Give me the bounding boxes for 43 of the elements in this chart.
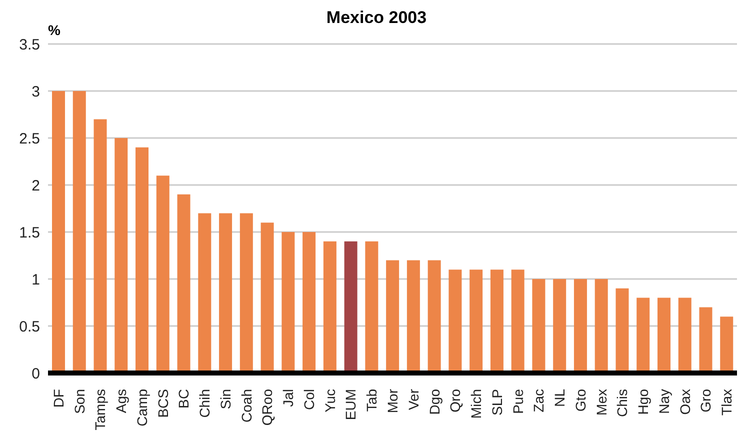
- x-tick-label: Son: [71, 389, 88, 414]
- x-tick-label: Yuc: [322, 389, 338, 412]
- x-tick-label: Mex: [593, 389, 610, 416]
- x-tick-label: Col: [300, 389, 317, 410]
- x-tick-label: Coah: [238, 389, 254, 422]
- chart-title: Mexico 2003: [326, 8, 427, 27]
- x-tick-label: Qro: [447, 388, 464, 412]
- y-tick-label: 3: [32, 83, 40, 100]
- x-tick-label: Gro: [698, 388, 714, 412]
- y-tick-label: 2.5: [19, 130, 40, 148]
- x-tick-label: Jal: [280, 389, 296, 407]
- x-tick-label: Hgo: [635, 388, 652, 415]
- x-tick-label: Chis: [614, 389, 630, 418]
- x-tick-label: Pue: [510, 388, 526, 414]
- y-tick-label: 0.5: [19, 318, 40, 336]
- x-tick-label: Tlax: [718, 389, 735, 416]
- y-tick-label: 1: [32, 271, 40, 288]
- y-tick-label: 3.5: [19, 36, 40, 54]
- x-tick-label: Sin: [217, 389, 234, 410]
- x-tick-label: BCS: [154, 389, 171, 418]
- x-tick-label: Chih: [196, 389, 213, 418]
- x-tick-label: DF: [50, 389, 66, 408]
- x-tick-label: QRoo: [259, 388, 276, 426]
- x-tick-label: Ags: [113, 389, 130, 414]
- x-tick-label: Tab: [364, 388, 380, 412]
- x-tick-label: BC: [176, 389, 192, 408]
- x-tick-label: Zac: [530, 389, 547, 412]
- x-tick-label: Ver: [405, 388, 422, 410]
- x-tick-label: Mor: [384, 388, 400, 414]
- x-tick-label: Dgo: [426, 388, 442, 415]
- x-tick-label: NL: [552, 388, 568, 407]
- x-tick-label: Nay: [656, 389, 672, 414]
- y-axis-title: %: [48, 22, 60, 38]
- y-tick-label: 2: [32, 177, 40, 194]
- x-tick-label: Oax: [676, 389, 693, 415]
- x-tick-label: EUM: [342, 389, 359, 420]
- x-tick-label: SLP: [488, 389, 505, 416]
- x-tick-label: Tamps: [92, 389, 108, 430]
- x-tick-label: Camp: [134, 388, 150, 426]
- x-tick-label: Gto: [572, 388, 588, 412]
- y-tick-label: 0: [32, 365, 40, 382]
- x-tick-label: Mich: [468, 389, 484, 419]
- y-tick-label: 1.5: [19, 224, 40, 242]
